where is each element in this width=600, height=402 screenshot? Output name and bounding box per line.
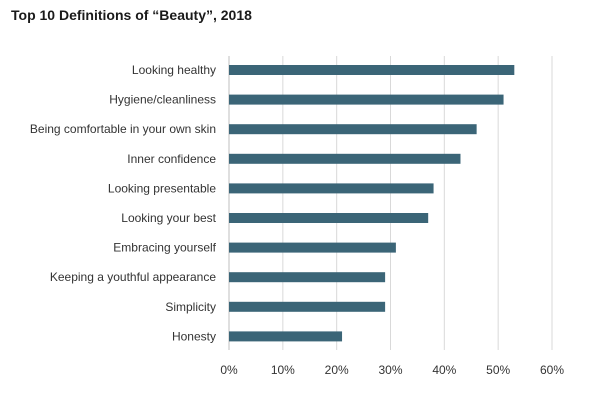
- category-label: Simplicity: [165, 300, 216, 314]
- category-label: Looking healthy: [132, 63, 216, 77]
- x-axis-tick-labels: 0% 10% 20% 30% 40% 50% 60%: [220, 363, 564, 377]
- bar: [229, 124, 477, 135]
- bars: [229, 65, 515, 342]
- bar: [229, 213, 429, 223]
- bar: [229, 272, 386, 283]
- bar: [229, 331, 343, 342]
- bar: [229, 183, 434, 194]
- x-tick-label: 40%: [432, 363, 456, 377]
- category-label: Honesty: [172, 329, 216, 343]
- category-label: Looking your best: [121, 211, 216, 225]
- bar: [229, 242, 396, 253]
- category-label: Keeping a youthful appearance: [50, 270, 216, 284]
- x-tick-label: 0%: [220, 363, 238, 377]
- bar: [229, 65, 515, 75]
- category-label: Being comfortable in your own skin: [30, 122, 216, 136]
- category-label: Hygiene/cleanliness: [109, 93, 216, 107]
- x-tick-label: 60%: [540, 363, 564, 377]
- category-label: Inner confidence: [127, 152, 216, 166]
- x-tick-label: 10%: [271, 363, 295, 377]
- bar: [229, 301, 386, 312]
- bar: [229, 94, 504, 105]
- x-tick-label: 20%: [325, 363, 349, 377]
- x-tick-label: 50%: [486, 363, 510, 377]
- category-label: Looking presentable: [108, 181, 216, 195]
- bar: [229, 153, 461, 164]
- category-label: Embracing yourself: [113, 241, 216, 255]
- x-tick-label: 30%: [378, 363, 402, 377]
- gridlines: [228, 56, 553, 350]
- chart-title: Top 10 Definitions of “Beauty”, 2018: [11, 7, 252, 23]
- category-labels: Looking healthy Hygiene/cleanliness Being …: [30, 63, 217, 343]
